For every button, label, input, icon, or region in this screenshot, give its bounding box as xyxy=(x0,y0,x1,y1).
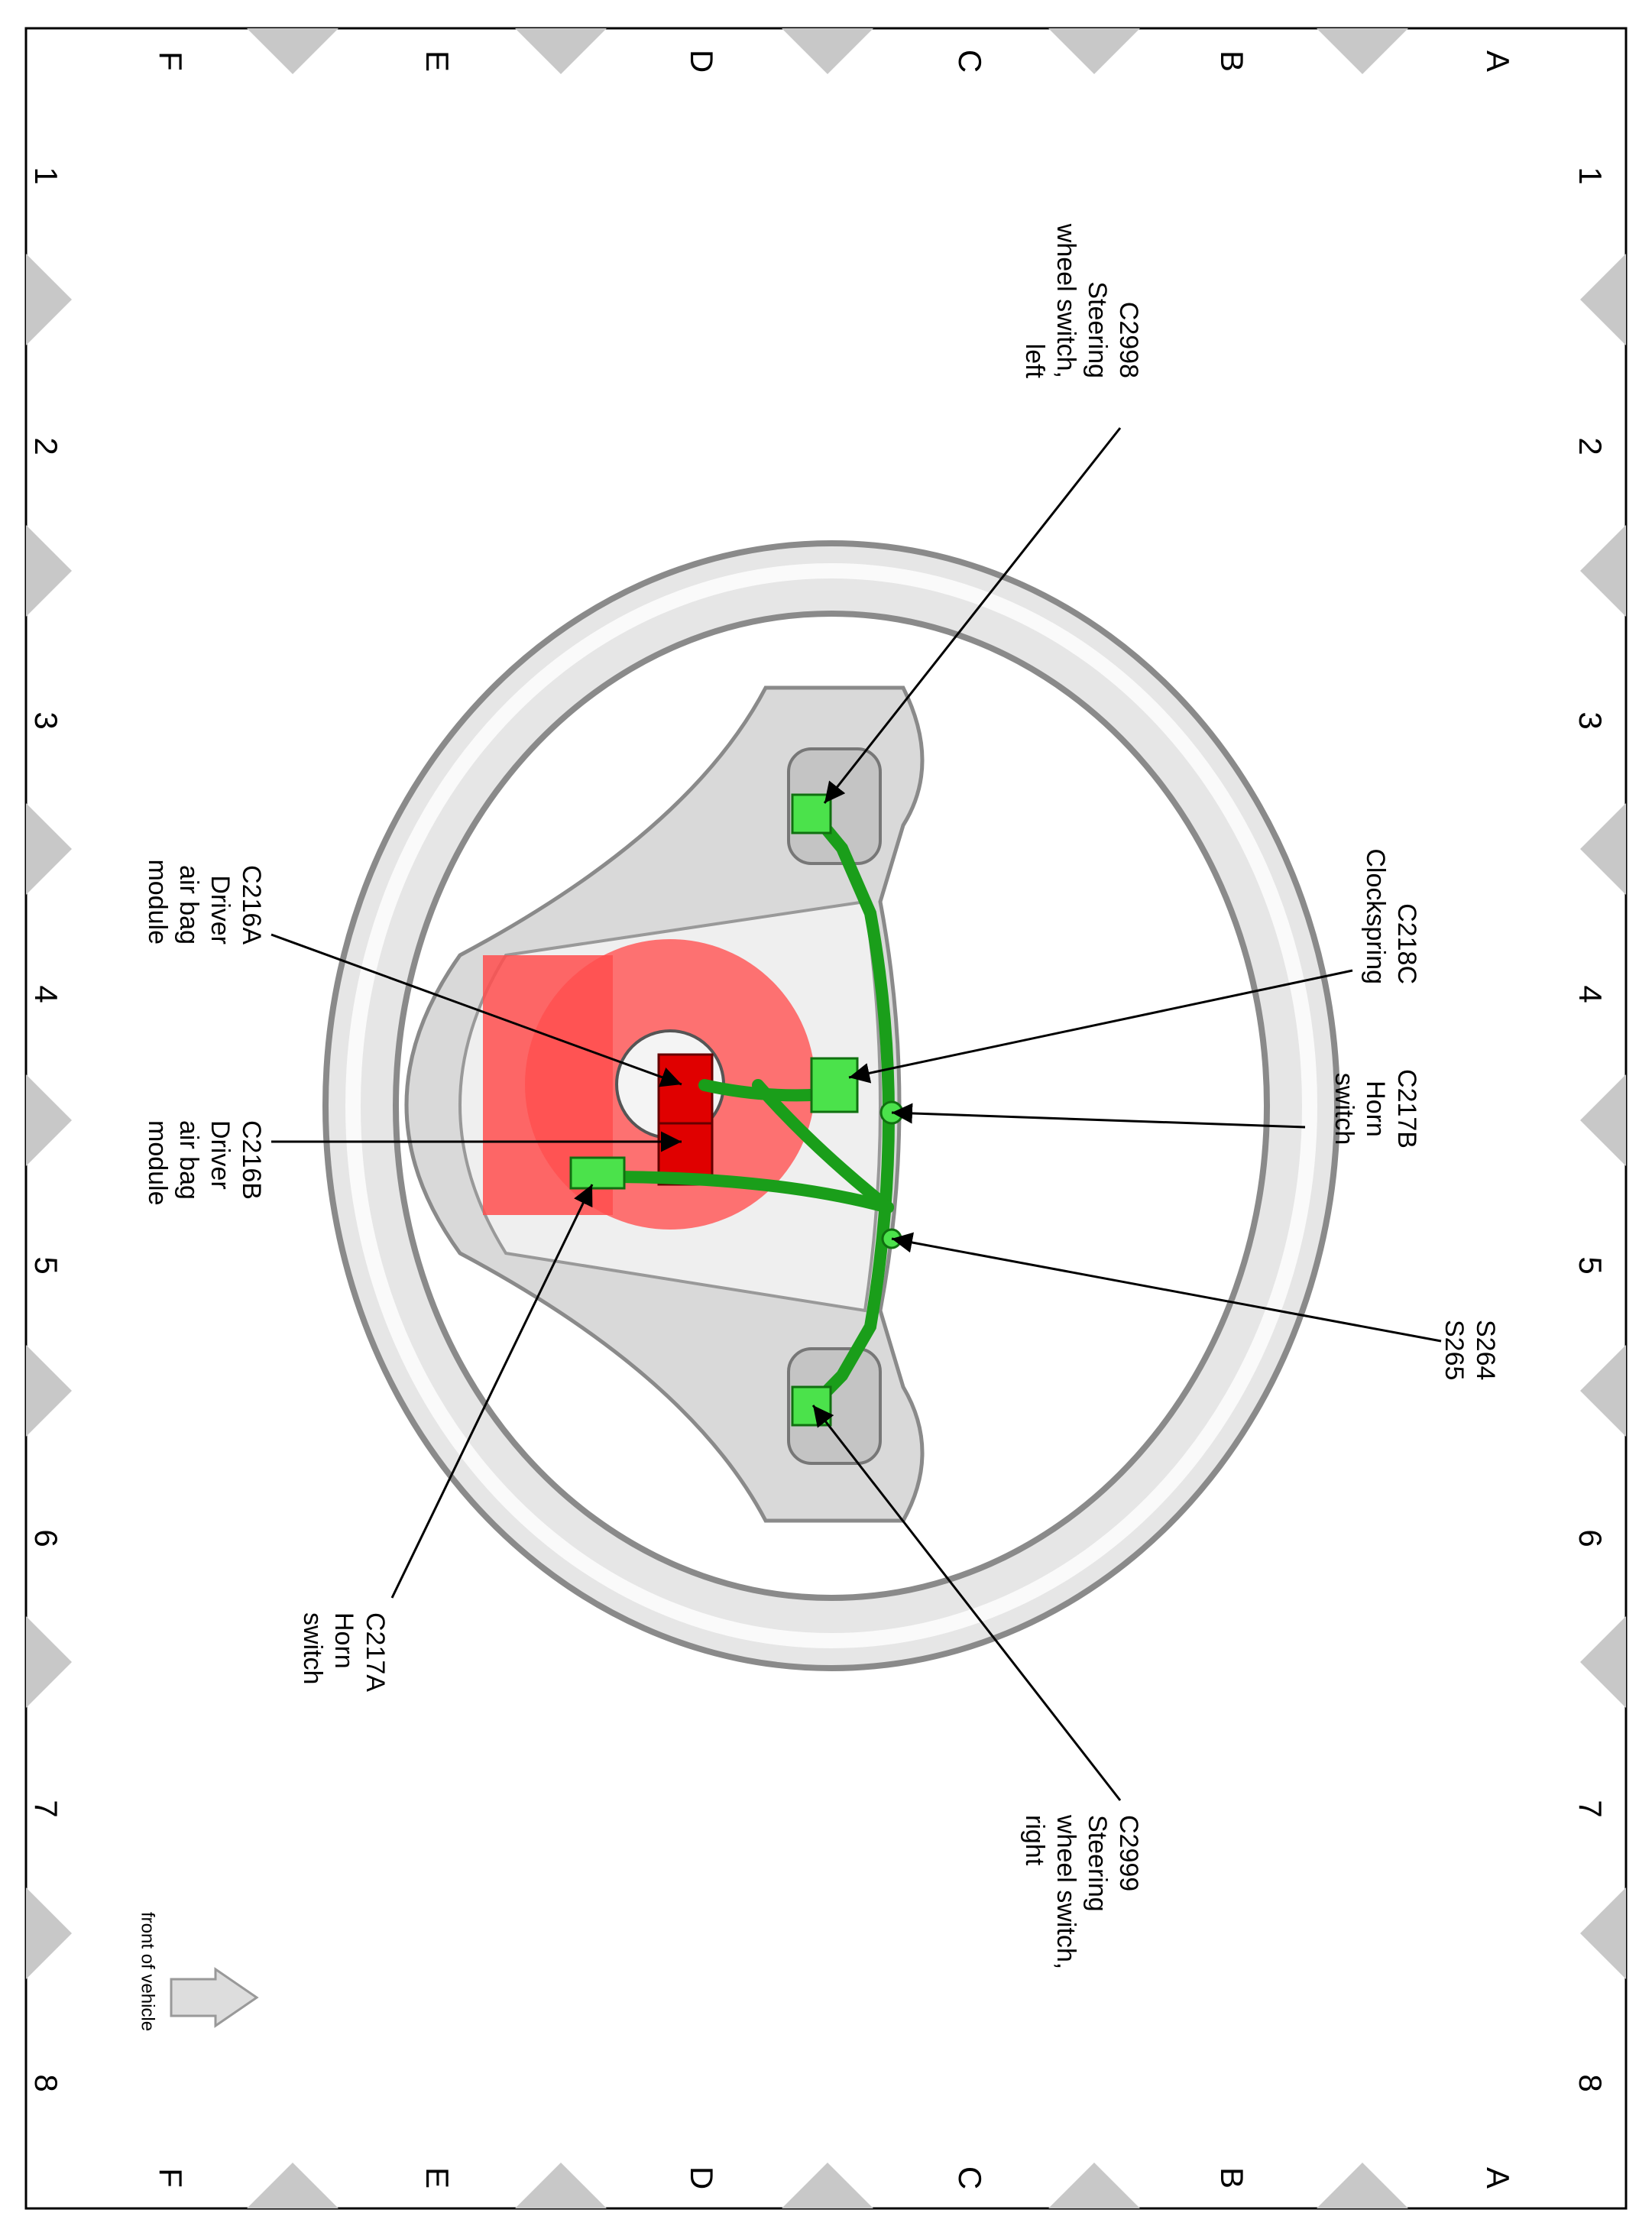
column-label: 8 xyxy=(1573,2074,1608,2092)
callout-text: air bag xyxy=(174,865,203,945)
zone-marker xyxy=(1580,525,1626,617)
steering-wheel xyxy=(322,540,1340,1671)
row-label: C xyxy=(952,50,988,73)
callout-text: S265 xyxy=(1440,1320,1469,1380)
column-label: 5 xyxy=(28,1256,64,1274)
callout-text: switch xyxy=(298,1612,327,1684)
callout-text: switch xyxy=(1330,1073,1359,1145)
zone-marker xyxy=(26,1616,72,1708)
row-label: A xyxy=(1480,50,1516,72)
row-label: B xyxy=(1214,50,1250,72)
rotated-sheet: 1 12 23 34 45 56 67 78 8AABBCCDDEEFFC2998Steerin… xyxy=(24,27,1628,2210)
column-label: 8 xyxy=(28,2074,64,2092)
zone-marker xyxy=(1580,1616,1626,1708)
callout-text: Driver xyxy=(206,875,235,945)
zone-marker xyxy=(1580,1074,1626,1166)
callout-text: C2999 xyxy=(1114,1815,1143,1891)
connectors xyxy=(569,793,904,1427)
callout-text: module xyxy=(143,859,172,945)
column-label: 3 xyxy=(28,711,64,729)
zone-marker xyxy=(782,28,873,74)
zone-marker xyxy=(1048,2163,1140,2208)
direction-note: front of vehicle xyxy=(138,1912,158,2031)
callout-text: C216B xyxy=(237,1120,266,1200)
callout-text: C216A xyxy=(237,865,266,945)
leader-line xyxy=(823,427,1122,804)
callout-text: air bag xyxy=(174,1120,203,1200)
callout-text: Steering xyxy=(1083,1815,1112,1912)
zone-marker xyxy=(1580,1345,1626,1437)
leader-line xyxy=(390,1184,594,1599)
zone-marker xyxy=(1048,28,1140,74)
callout-text: C2998 xyxy=(1114,302,1143,378)
zone-marker xyxy=(26,1345,72,1437)
row-label: C xyxy=(952,2166,988,2189)
zone-marker xyxy=(1317,28,1408,74)
column-label: 6 xyxy=(1573,1529,1608,1547)
zone-marker xyxy=(26,525,72,617)
zone-marker xyxy=(515,28,607,74)
zone-marker xyxy=(1580,254,1626,345)
callout-text: Driver xyxy=(206,1120,235,1190)
zone-marker xyxy=(26,803,72,895)
callout-text: C218C xyxy=(1392,903,1421,984)
callout-text: wheel switch, xyxy=(1051,223,1080,378)
row-label: D xyxy=(684,50,720,73)
column-label: 7 xyxy=(1573,1800,1608,1817)
leader-line xyxy=(891,1103,1306,1129)
callout-text: Steering xyxy=(1083,281,1112,378)
callout-text: left xyxy=(1020,344,1049,379)
column-label: 7 xyxy=(28,1800,64,1817)
callout-text: Horn xyxy=(329,1612,358,1669)
callout-text: wheel switch, xyxy=(1051,1814,1080,1969)
row-label: E xyxy=(419,2167,455,2189)
zone-marker xyxy=(26,254,72,345)
zone-marker xyxy=(515,2163,607,2208)
leader-line xyxy=(270,933,682,1087)
labels: 1 12 23 34 45 56 67 78 8AABBCCDDEEFFC2998Steerin… xyxy=(28,50,1608,2189)
zone-marker xyxy=(26,1887,72,1979)
column-label: 3 xyxy=(1573,711,1608,729)
zone-markers xyxy=(26,28,1626,2208)
zone-marker xyxy=(247,2163,338,2208)
zone-marker xyxy=(1580,803,1626,895)
column-label: 4 xyxy=(28,985,64,1003)
leader-line xyxy=(811,1405,1122,1801)
zone-marker xyxy=(247,28,338,74)
column-label: 1 xyxy=(1573,167,1608,184)
zone-marker xyxy=(1317,2163,1408,2208)
leader-line xyxy=(848,969,1353,1084)
callout-text: S264 xyxy=(1471,1320,1500,1380)
row-label: F xyxy=(153,2168,189,2188)
leader-line xyxy=(891,1232,1442,1343)
callout-text: C217A xyxy=(361,1612,390,1692)
column-label: 2 xyxy=(1573,437,1608,455)
front-arrow xyxy=(170,1967,259,2028)
column-label: 5 xyxy=(1573,1256,1608,1274)
column-label: 4 xyxy=(1573,985,1608,1003)
row-label: A xyxy=(1480,2167,1516,2189)
zone-marker xyxy=(782,2163,873,2208)
column-label: 1 xyxy=(28,167,64,184)
row-label: F xyxy=(153,51,189,71)
column-label: 2 xyxy=(28,437,64,455)
callout-text: Clockspring xyxy=(1361,848,1390,984)
row-label: B xyxy=(1214,2167,1250,2189)
row-label: D xyxy=(684,2166,720,2189)
zone-marker xyxy=(26,1074,72,1166)
callout-text: C217B xyxy=(1392,1069,1421,1149)
row-label: E xyxy=(419,50,455,72)
column-label: 6 xyxy=(28,1529,64,1547)
callout-text: right xyxy=(1020,1815,1049,1866)
callout-text: Horn xyxy=(1361,1081,1390,1137)
zone-marker xyxy=(1580,1887,1626,1979)
callout-text: module xyxy=(143,1120,172,1206)
